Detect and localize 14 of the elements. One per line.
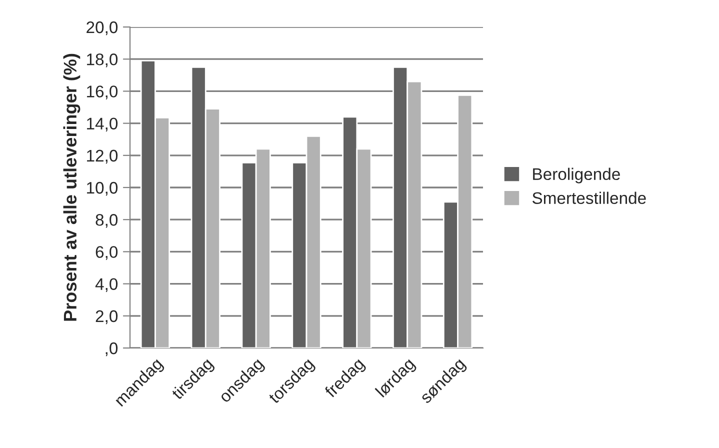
y-tick-label: 18,0 [87, 54, 118, 68]
y-tick-label: 2,0 [96, 310, 118, 324]
y-tick-label: ,0 [106, 342, 118, 356]
y-axis-title: Prosent av alle utleveringer (%) [63, 54, 80, 321]
y-tick-label: 20,0 [86, 21, 118, 36]
y-tick-label: 6,0 [96, 246, 118, 260]
y-tick-label: 12,0 [87, 150, 118, 164]
y-tick-label: 16,0 [87, 86, 118, 100]
y-tick-label: 10,0 [87, 182, 118, 196]
y-tick-label: 8,0 [96, 214, 118, 228]
legend-label: Beroligende [533, 168, 620, 184]
y-tick-label: 14,0 [87, 118, 118, 132]
y-tick-label: 4,0 [95, 278, 118, 292]
legend-label: Smertestillende [532, 192, 646, 204]
